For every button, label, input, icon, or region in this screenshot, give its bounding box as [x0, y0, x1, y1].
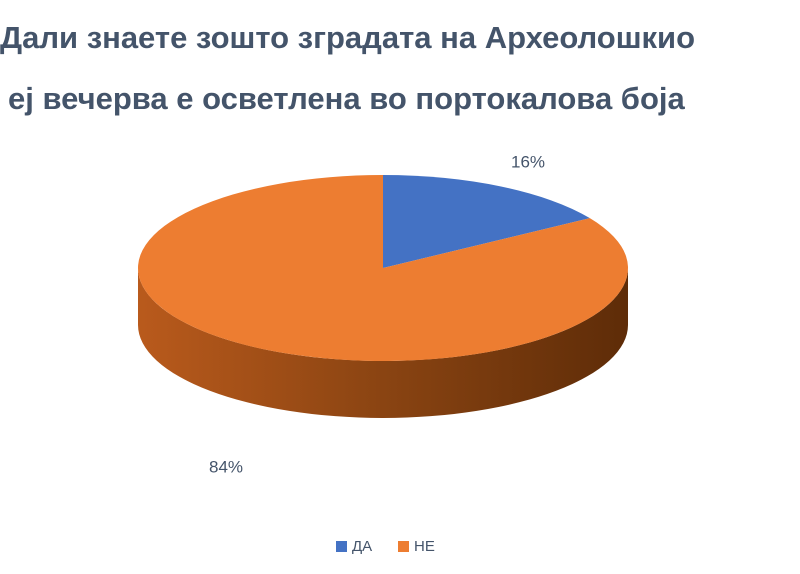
legend-swatch [398, 541, 409, 552]
legend-label: НЕ [414, 538, 435, 555]
data-label: 84% [209, 457, 243, 476]
chart-title: еј вечерва е осветлена во портокалова бо… [8, 81, 686, 116]
pie-slice [137, 175, 628, 362]
legend-swatch [336, 541, 347, 552]
legend-label: ДА [352, 538, 372, 555]
chart-title: Дали знаете зошто зградата на Археолошки… [0, 20, 695, 55]
pie-side [138, 268, 628, 418]
data-label: 16% [511, 152, 545, 171]
pie-slice [383, 175, 590, 268]
